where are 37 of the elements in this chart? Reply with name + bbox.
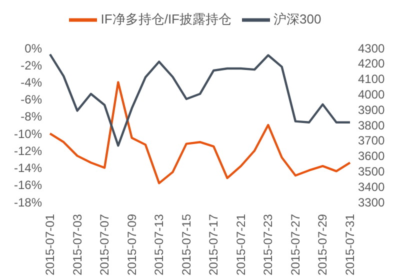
y-tick-label: -12% [14,144,42,158]
y-tick-label: -6% [20,92,42,107]
y2-tick-label: 4200 [358,56,386,71]
y-tick-label: -10% [14,126,42,141]
x-tick-label: 2015-07-29 [316,214,330,276]
x-tick-label: 2015-07-21 [234,214,248,276]
y-tick-label: -2% [20,58,42,72]
x-tick-label: 2015-07-09 [124,214,139,276]
x-tick-label: 2015-07-13 [152,214,166,276]
x-tick-label: 2015-07-15 [179,214,194,276]
y-tick-label: -14% [14,161,42,176]
x-tick-label: 2015-07-07 [98,214,112,276]
x-tick-label: 2015-07-31 [343,214,357,276]
y-tick-label: -16% [14,178,42,192]
y-tick-label: -8% [20,110,42,124]
line-series [48,53,352,147]
y2-tick-label: 3500 [358,164,386,178]
y-tick-label: -4% [20,75,42,90]
x-tick-label: 2015-07-23 [261,214,276,276]
y2-tick-label: 3600 [358,149,386,164]
y-tick-label: -18% [14,195,42,210]
line-series [48,81,352,184]
y2-tick-label: 3300 [358,195,386,210]
y2-tick-label: 4000 [358,87,386,102]
y2-tick-label: 3700 [358,134,386,148]
y-tick-label: 0% [24,41,42,56]
legend-label: 沪深300 [274,11,322,26]
x-tick-label: 2015-07-17 [206,214,221,276]
x-tick-label: 2015-07-03 [70,214,84,276]
y2-tick-label: 3400 [358,180,386,194]
y2-tick-label: 4300 [358,41,386,56]
y2-tick-label: 4100 [358,72,386,86]
x-tick-label: 2015-07-27 [288,214,302,276]
y2-tick-label: 3800 [358,118,386,132]
legend-label: IF净多持仓/IF披露持仓 [100,11,232,26]
x-tick-label: 2015-07-01 [43,214,57,276]
y2-tick-label: 3900 [358,102,386,117]
